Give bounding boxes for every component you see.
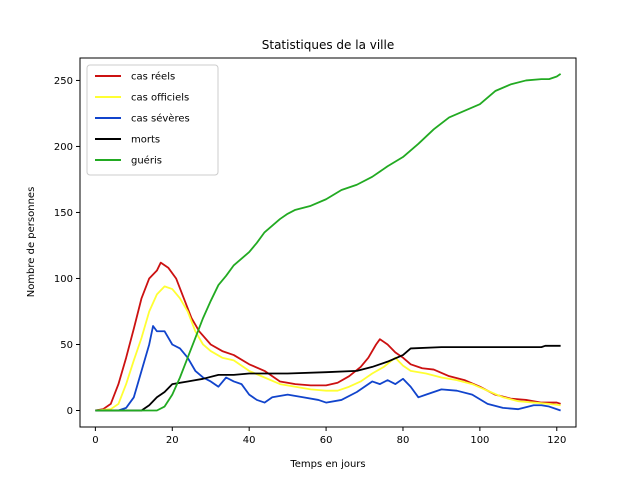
- series-line-4: [95, 73, 562, 412]
- y-tick-label: 100: [54, 274, 73, 285]
- y-tick-label: 200: [54, 142, 73, 153]
- legend-box: [86, 64, 219, 176]
- y-tick-label: 250: [54, 76, 73, 87]
- y-axis: 0 50 100 150 200 250: [54, 76, 80, 417]
- y-tick-label: 150: [54, 208, 73, 219]
- plot-frame: [79, 57, 577, 428]
- series-line-3: [95, 344, 561, 412]
- x-tick-label: 40: [243, 435, 256, 446]
- x-tick-label: 120: [547, 435, 566, 446]
- plot-lines: [95, 73, 562, 412]
- legend-label-0: cas réels: [131, 71, 175, 83]
- chart-title: Statistiques de la ville: [262, 38, 394, 52]
- x-tick-label: 80: [397, 435, 410, 446]
- legend-label-1: cas officiels: [131, 93, 189, 104]
- series-line-1: [95, 285, 561, 412]
- legend-label-3: morts: [131, 135, 160, 146]
- y-tick-label: 0: [67, 406, 73, 417]
- legend: cas réels cas officiels cas sévères morts gu…: [86, 64, 219, 176]
- x-tick-label: 100: [470, 435, 489, 446]
- y-axis-title: Nombre de personnes: [26, 187, 37, 298]
- legend-label-4: guéris: [131, 155, 162, 167]
- x-axis-title: Temps en jours: [289, 459, 365, 470]
- x-tick-label: 20: [166, 435, 179, 446]
- series-line-0: [95, 261, 561, 412]
- series-line-2: [95, 325, 561, 412]
- x-axis: 0 20 40 60 80 100 120: [92, 427, 566, 446]
- legend-label-2: cas sévères: [131, 113, 190, 125]
- y-tick-label: 50: [60, 340, 73, 351]
- x-tick-label: 60: [320, 435, 333, 446]
- x-tick-label: 0: [92, 435, 98, 446]
